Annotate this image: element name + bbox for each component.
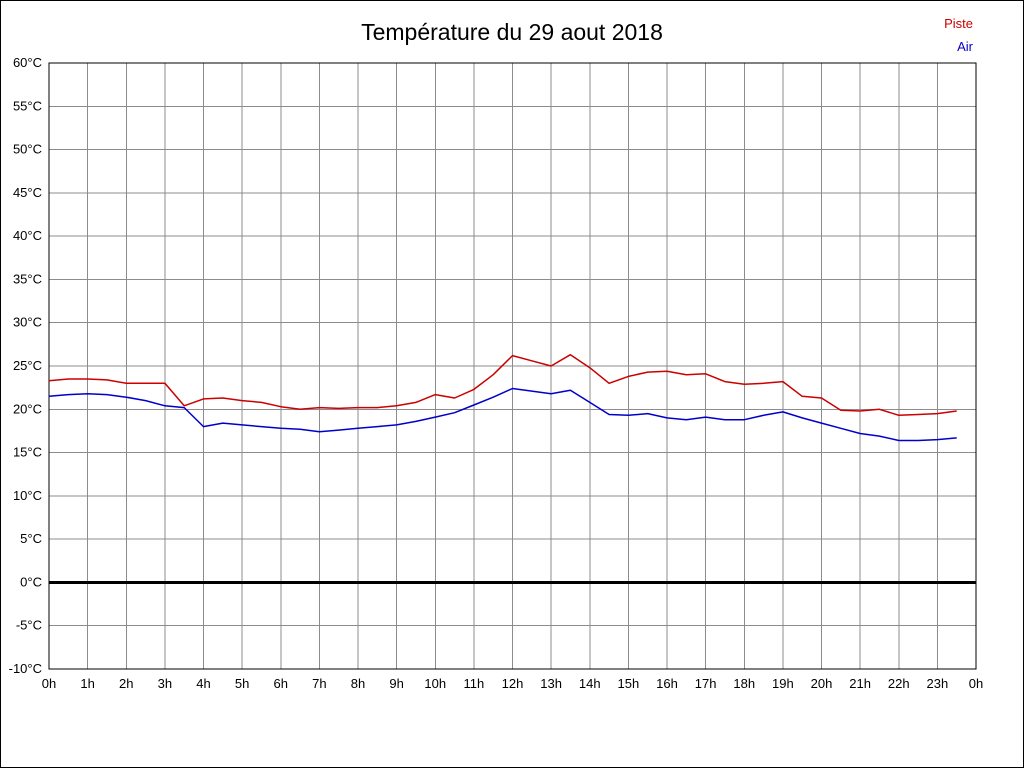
x-tick-label: 0h bbox=[969, 676, 983, 691]
x-tick-label: 20h bbox=[811, 676, 833, 691]
x-tick-label: 23h bbox=[927, 676, 949, 691]
piste-line bbox=[48, 353, 957, 417]
x-tick-label: 21h bbox=[849, 676, 871, 691]
y-tick-label: -5°C bbox=[16, 618, 42, 633]
x-tick-label: 8h bbox=[351, 676, 365, 691]
x-tick-label: 0h bbox=[42, 676, 56, 691]
y-tick-label: 45°C bbox=[13, 185, 42, 200]
x-tick-label: 6h bbox=[274, 676, 288, 691]
y-tick-label: 35°C bbox=[13, 271, 42, 286]
x-tick-label: 3h bbox=[158, 676, 172, 691]
x-tick-label: 2h bbox=[119, 676, 133, 691]
y-tick-label: 0°C bbox=[20, 574, 42, 589]
y-tick-label: 55°C bbox=[13, 98, 42, 113]
x-tick-label: 5h bbox=[235, 676, 249, 691]
legend: Piste Air bbox=[944, 12, 973, 58]
x-tick-label: 22h bbox=[888, 676, 910, 691]
legend-piste-label: Piste bbox=[944, 16, 973, 31]
y-tick-label: 40°C bbox=[13, 228, 42, 243]
x-tick-label: 15h bbox=[618, 676, 640, 691]
x-tick-label: 7h bbox=[312, 676, 326, 691]
y-tick-label: -10°C bbox=[9, 661, 42, 676]
x-tick-label: 10h bbox=[424, 676, 446, 691]
x-tick-label: 9h bbox=[389, 676, 403, 691]
y-tick-label: 20°C bbox=[13, 401, 42, 416]
y-tick-label: 5°C bbox=[20, 531, 42, 546]
x-tick-label: 13h bbox=[540, 676, 562, 691]
x-tick-label: 1h bbox=[80, 676, 94, 691]
x-tick-label: 17h bbox=[695, 676, 717, 691]
x-tick-label: 12h bbox=[502, 676, 524, 691]
y-tick-label: 30°C bbox=[13, 315, 42, 330]
x-tick-label: 16h bbox=[656, 676, 678, 691]
legend-air-label: Air bbox=[957, 39, 973, 54]
air-line bbox=[48, 387, 957, 442]
y-tick-label: 50°C bbox=[13, 142, 42, 157]
y-tick-label: 15°C bbox=[13, 445, 42, 460]
y-tick-label: 25°C bbox=[13, 358, 42, 373]
plot-border bbox=[48, 62, 977, 670]
x-tick-label: 4h bbox=[196, 676, 210, 691]
chart-title: Température du 29 aout 2018 bbox=[361, 19, 663, 45]
x-tick-label: 18h bbox=[733, 676, 755, 691]
x-tick-label: 19h bbox=[772, 676, 794, 691]
y-tick-label: 10°C bbox=[13, 488, 42, 503]
x-tick-label: 11h bbox=[464, 676, 485, 691]
y-tick-label: 60°C bbox=[13, 55, 42, 70]
x-tick-label: 14h bbox=[579, 676, 601, 691]
